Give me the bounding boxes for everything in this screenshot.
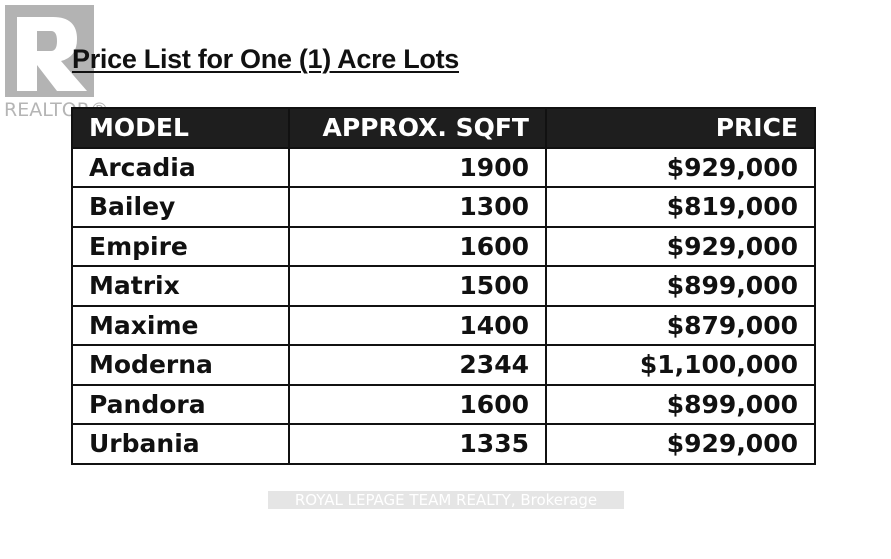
- page-title: Price List for One (1) Acre Lots: [72, 44, 459, 74]
- table-row: Empire 1600 $929,000: [71, 225, 816, 267]
- header-price: PRICE: [545, 107, 816, 149]
- sqft-cell: 1900: [288, 146, 547, 188]
- model-cell: Arcadia: [71, 146, 290, 188]
- table-row: Matrix 1500 $899,000: [71, 265, 816, 307]
- table-row: Arcadia 1900 $929,000: [71, 146, 816, 188]
- model-cell: Maxime: [71, 304, 290, 346]
- sqft-cell: 1600: [288, 383, 547, 425]
- model-cell: Pandora: [71, 383, 290, 425]
- table-row: Urbania 1335 $929,000: [71, 423, 816, 465]
- price-cell: $929,000: [545, 146, 816, 188]
- price-cell: $899,000: [545, 265, 816, 307]
- price-cell: $929,000: [545, 225, 816, 267]
- table-row: Bailey 1300 $819,000: [71, 186, 816, 228]
- model-cell: Bailey: [71, 186, 290, 228]
- sqft-cell: 1600: [288, 225, 547, 267]
- price-cell: $879,000: [545, 304, 816, 346]
- price-cell: $899,000: [545, 383, 816, 425]
- price-table: MODEL APPROX. SQFT PRICE Arcadia 1900 $929…: [71, 107, 816, 465]
- table-row: Pandora 1600 $899,000: [71, 383, 816, 425]
- sqft-cell: 1335: [288, 423, 547, 465]
- model-cell: Moderna: [71, 344, 290, 386]
- model-cell: Matrix: [71, 265, 290, 307]
- table-row: Maxime 1400 $879,000: [71, 304, 816, 346]
- sqft-cell: 1300: [288, 186, 547, 228]
- sqft-cell: 1400: [288, 304, 547, 346]
- model-cell: Urbania: [71, 423, 290, 465]
- realtor-logo: [5, 5, 94, 97]
- header-sqft: APPROX. SQFT: [288, 107, 547, 149]
- sqft-cell: 2344: [288, 344, 547, 386]
- brokerage-watermark: ROYAL LEPAGE TEAM REALTY, Brokerage: [268, 491, 624, 509]
- sqft-cell: 1500: [288, 265, 547, 307]
- table-row: Moderna 2344 $1,100,000: [71, 344, 816, 386]
- model-cell: Empire: [71, 225, 290, 267]
- price-cell: $1,100,000: [545, 344, 816, 386]
- header-model: MODEL: [71, 107, 290, 149]
- price-cell: $929,000: [545, 423, 816, 465]
- table-header-row: MODEL APPROX. SQFT PRICE: [71, 107, 816, 149]
- price-cell: $819,000: [545, 186, 816, 228]
